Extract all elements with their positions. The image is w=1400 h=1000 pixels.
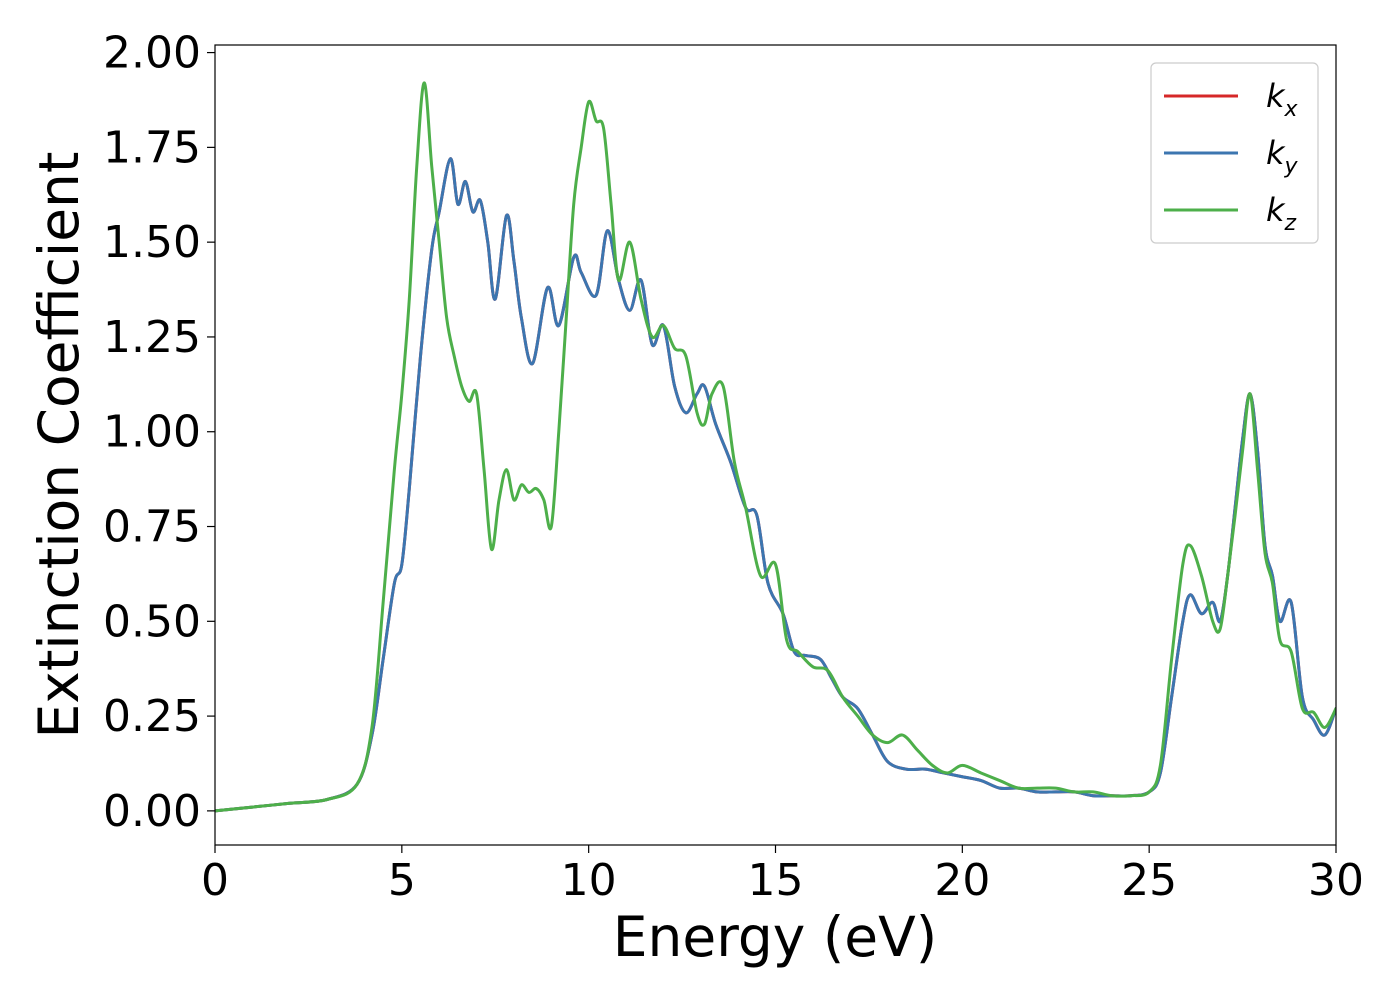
x-tick-label: 30 xyxy=(1308,855,1364,906)
legend-label-x: kx xyxy=(1266,77,1299,122)
legend-label-z: kz xyxy=(1266,191,1297,236)
y-tick-label: 0.25 xyxy=(103,691,201,742)
x-tick-label: 0 xyxy=(201,855,229,906)
x-axis-ticks: 0 5 10 15 20 25 30 xyxy=(201,845,1364,906)
y-tick-label: 0.75 xyxy=(103,502,201,553)
y-tick-label: 1.75 xyxy=(103,122,201,173)
x-tick-label: 20 xyxy=(934,855,990,906)
x-tick-label: 25 xyxy=(1121,855,1177,906)
x-tick-label: 5 xyxy=(388,855,416,906)
y-tick-label: 1.00 xyxy=(103,407,201,458)
series-lines xyxy=(215,81,1336,813)
x-axis-title: Energy (eV) xyxy=(613,905,937,969)
series-line-z xyxy=(215,81,1336,813)
y-tick-label: 1.25 xyxy=(103,312,201,363)
y-tick-label: 0.50 xyxy=(103,596,201,647)
series-line-y xyxy=(215,157,1336,813)
legend-label-y: ky xyxy=(1266,134,1299,179)
y-axis-title: Extinction Coefficient xyxy=(27,152,91,739)
y-tick-label: 1.50 xyxy=(103,217,201,268)
x-tick-label: 10 xyxy=(561,855,617,906)
y-tick-label: 0.00 xyxy=(103,786,201,837)
y-tick-label: 2.00 xyxy=(103,28,201,79)
legend: kx ky kz xyxy=(1150,62,1319,244)
y-axis-ticks: 0.00 0.25 0.50 0.75 1.00 1.25 1.50 1.75 2.00 xyxy=(103,28,215,837)
x-tick-label: 15 xyxy=(748,855,804,906)
plot-area xyxy=(214,44,1337,846)
